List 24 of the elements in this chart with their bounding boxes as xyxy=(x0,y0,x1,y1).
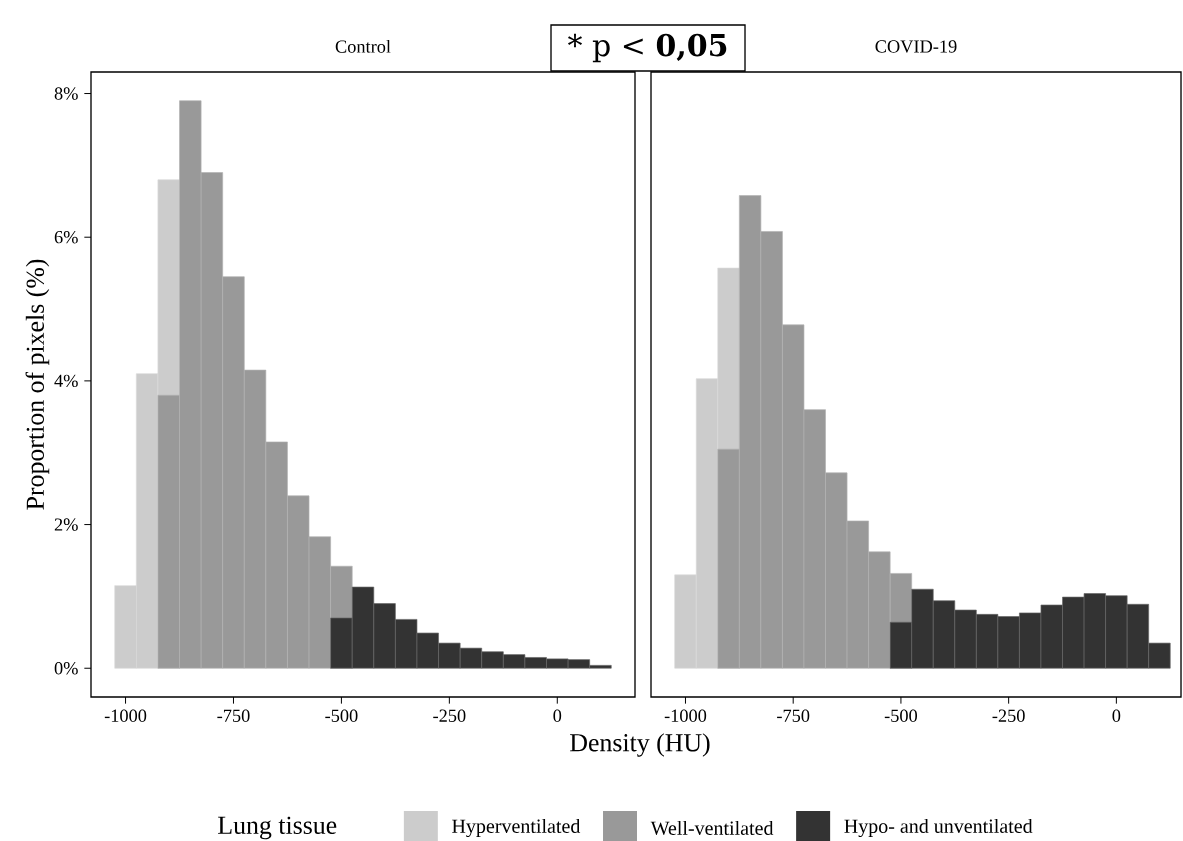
x-tick-label: 0 xyxy=(1112,709,1121,722)
chart-title: Control xyxy=(335,39,391,53)
x-tick-label: -1000 xyxy=(664,709,707,722)
y-axis-title: Proportion of pixels (%) xyxy=(25,259,50,510)
x-tick-label: -250 xyxy=(992,709,1025,722)
legend-label: Hyperventilated xyxy=(452,818,581,838)
x-tick-label: -1000 xyxy=(104,709,147,722)
legend-label: Well-ventilated xyxy=(650,820,774,836)
text: * p < 0,05 xyxy=(567,33,727,63)
legend-title: Lung tissue xyxy=(218,816,337,840)
y-tick-label: 2% xyxy=(54,518,78,531)
chart-title: COVID-19 xyxy=(875,40,957,53)
legend-label: Hypo- and unventilated xyxy=(844,818,1033,838)
x-tick-label: -750 xyxy=(217,709,250,722)
x-tick-label: -250 xyxy=(433,709,466,722)
y-tick-label: 4% xyxy=(54,374,78,388)
x-tick-label: 0 xyxy=(553,709,562,722)
x-tick-label: -500 xyxy=(325,709,358,722)
x-tick-label: -500 xyxy=(884,709,918,722)
x-axis-title: Density (HU) xyxy=(570,733,710,757)
y-tick-label: 8% xyxy=(54,87,78,100)
x-tick-label: -750 xyxy=(777,709,810,722)
y-tick-label: 0% xyxy=(54,662,78,675)
y-tick-label: 6% xyxy=(54,231,78,244)
